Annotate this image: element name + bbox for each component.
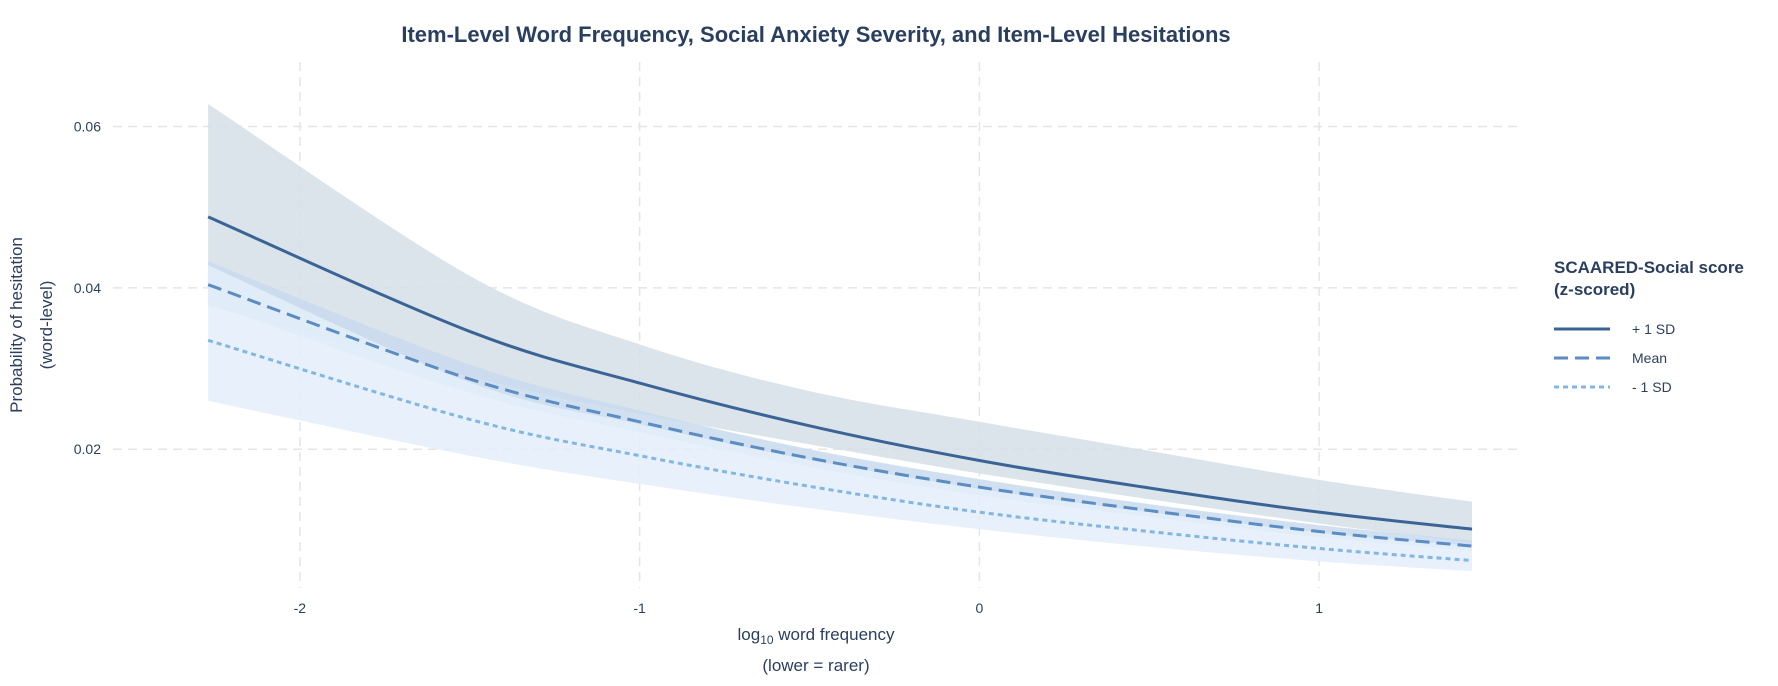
y-axis-label: Probability of hesitation (7, 237, 26, 413)
legend-title: SCAARED-Social score (1554, 258, 1744, 277)
y-axis-label-line2: (word-level) (37, 281, 56, 370)
series-line (207, 283, 1473, 548)
series-line (207, 215, 1473, 531)
legend-label: + 1 SD (1632, 321, 1675, 337)
y-tick-label: 0.06 (74, 119, 101, 135)
x-tick-label: -2 (294, 600, 307, 616)
x-tick-label: 0 (975, 600, 983, 616)
y-tick-label: 0.04 (74, 280, 101, 296)
confidence-bands (208, 103, 1473, 572)
legend-label: Mean (1632, 350, 1667, 366)
x-axis-label: log10 word frequency (738, 625, 895, 647)
legend-subtitle: (z-scored) (1554, 280, 1635, 299)
y-tick-label: 0.02 (74, 441, 101, 457)
series-line (207, 338, 1473, 563)
legend-items: + 1 SD Mean - 1 SD (1554, 321, 1675, 395)
legend-label: - 1 SD (1632, 379, 1672, 395)
x-tick-label: 1 (1315, 600, 1323, 616)
x-tick-label: -1 (633, 600, 646, 616)
series-lines (207, 215, 1473, 563)
chart-title: Item-Level Word Frequency, Social Anxiet… (401, 22, 1230, 47)
axis-ticks: -2 -1 0 1 0.02 0.04 0.06 (74, 119, 1323, 616)
confidence-band (208, 103, 1473, 543)
legend: SCAARED-Social score (z-scored) + 1 SD Me… (1554, 258, 1744, 395)
x-axis-label-line2: (lower = rarer) (762, 656, 869, 675)
